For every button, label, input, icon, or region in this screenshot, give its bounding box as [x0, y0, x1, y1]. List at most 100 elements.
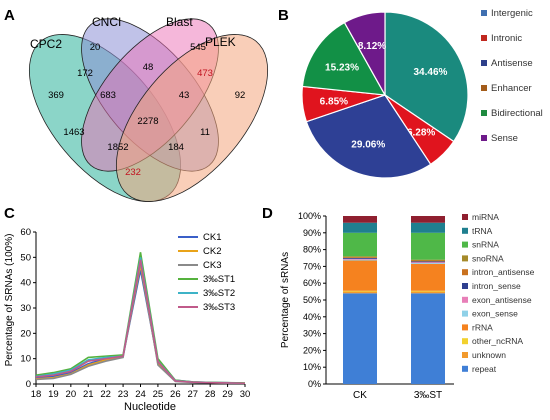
pie-legend-swatch-antisense	[481, 60, 487, 66]
bar-legend-label-unknown: unknown	[472, 350, 506, 360]
pie-label-intergenic: 34.46%	[413, 67, 447, 78]
pie-label-enhancer: 6.85%	[320, 97, 348, 108]
bar-segment-repeat	[411, 293, 445, 384]
line-y-tick-label: 0	[26, 379, 31, 390]
bar-segment-snrna	[343, 232, 377, 257]
bar-segment-rrna	[411, 263, 445, 291]
pie-slice-sense	[343, 11, 386, 98]
pie-slice-antisense	[305, 94, 432, 179]
venn-count-all-four: 2278	[137, 116, 158, 127]
bar-segment-unknown	[343, 291, 377, 294]
pie-legend-label-antisense: Antisense	[491, 58, 533, 69]
line-x-tick-label: 20	[66, 389, 77, 400]
bar-legend-swatch-exon-sense	[462, 310, 468, 317]
bar-legend-label-intron-antisense: intron_antisense	[472, 267, 535, 277]
bar-segment-intron-sense	[411, 261, 445, 263]
venn-count-cpc2-cnci-blast: 683	[100, 90, 116, 101]
venn-diagram: CPC2 CNCI Blast PLEK 369 20 545 92 172 4…	[28, 15, 269, 202]
pie-label-intronic: 6.28%	[407, 128, 435, 139]
pie-legend-swatch-intronic	[481, 35, 487, 41]
bar-y-tick-label: 70%	[303, 261, 321, 271]
line-x-tick-label: 30	[240, 389, 251, 400]
line-x-tick-label: 18	[31, 389, 42, 400]
panel-label-a: A	[4, 7, 15, 24]
bar-segment-mirna	[343, 216, 377, 223]
bar-legend-label-mirna: miRNA	[472, 212, 499, 222]
pie-legend-label-intronic: Intronic	[491, 33, 522, 44]
line-x-tick-label: 24	[135, 389, 146, 400]
venn-set-label-cpc2: CPC2	[30, 37, 62, 51]
venn-set-label-blast: Blast	[166, 15, 193, 29]
panel-label-c: C	[4, 205, 15, 222]
line-legend-label-3-st1: 3‰ST1	[203, 274, 235, 285]
line-legend-label-3-st2: 3‰ST2	[203, 288, 235, 299]
venn-count-cpc2-cnci: 172	[77, 68, 93, 79]
line-x-tick-label: 22	[100, 389, 111, 400]
line-x-tick-label: 27	[187, 389, 198, 400]
panel-label-b: B	[278, 7, 289, 24]
pie-chart: 34.46% 6.28% 29.06% 6.85% 15.23% 8.12%	[301, 11, 469, 179]
line-chart-ylabel: Percentage of SRNAs (100%)	[4, 234, 15, 367]
bar-y-tick-label: 90%	[303, 228, 321, 238]
bar-legend-swatch-unknown	[462, 352, 468, 358]
venn-ellipse-plek	[115, 34, 269, 202]
bar-legend-swatch-repeat	[462, 365, 468, 372]
bar-legend-label-repeat: repeat	[472, 364, 497, 374]
bar-y-tick-label: 80%	[303, 245, 321, 255]
line-x-tick-label: 25	[153, 389, 164, 400]
venn-count-cnci-only: 20	[90, 42, 101, 53]
pie-legend-swatch-intergenic	[481, 10, 487, 16]
bar-legend-swatch-rrna	[462, 324, 468, 331]
pie-label-sense: 8.12%	[358, 41, 386, 52]
venn-count-plek-cnci: 11	[200, 127, 210, 138]
bar-legend-swatch-exon-antisense	[462, 296, 468, 303]
bar-segment-unknown	[411, 291, 445, 294]
bar-legend-label-trna: tRNA	[472, 226, 493, 236]
bar-segment-intron-antisense	[343, 257, 377, 258]
panel-label-d: D	[262, 205, 273, 222]
bar-segment-exon-sense	[343, 259, 377, 261]
bar-legend-label-snrna: snRNA	[472, 240, 499, 250]
bar-legend-label-exon-antisense: exon_antisense	[472, 295, 532, 305]
bar-legend-swatch-intron-sense	[462, 283, 468, 289]
bar-legend-label-intron-sense: intron_sense	[472, 281, 521, 291]
bar-y-tick-label: 20%	[303, 345, 321, 355]
venn-set-label-plek: PLEK	[205, 35, 236, 49]
venn-count-cpc2-plek: 232	[125, 167, 141, 178]
stacked-bar-chart: Percentage of sRNAs 0% 10% 20% 30% 40% 50% 60%…	[280, 211, 535, 401]
pie-legend-swatch-enhancer	[481, 85, 487, 91]
venn-count-blast-plek: 473	[197, 68, 213, 79]
bar-y-tick-label: 30%	[303, 329, 321, 339]
line-y-tick-label: 20	[20, 328, 31, 339]
line-legend-label-ck1: CK1	[203, 232, 221, 243]
bar-y-tick-label: 100%	[298, 211, 321, 221]
bar-legend-label-other-ncrna: other_ncRNA	[472, 336, 523, 346]
venn-count-cnci-blast: 48	[143, 62, 154, 73]
line-chart: Percentage of SRNAs (100%) Nucleotide 01…	[4, 227, 250, 413]
line-x-tick-label: 21	[83, 389, 94, 400]
bar-y-tick-label: 10%	[303, 362, 321, 372]
bar-y-tick-label: 60%	[303, 278, 321, 288]
venn-count-blast-only: 545	[190, 42, 206, 53]
pie-label-bidirectional: 15.23%	[325, 63, 359, 74]
bar-chart-ylabel: Percentage of sRNAs	[280, 252, 291, 348]
bar-legend-swatch-intron-antisense	[462, 269, 468, 276]
bar-segment-intron-antisense	[411, 260, 445, 262]
line-y-tick-label: 50	[20, 252, 31, 263]
line-y-tick-label: 60	[20, 227, 31, 238]
pie-legend-swatch-bidirectional	[481, 110, 487, 116]
bar-segment-mirna	[411, 216, 445, 223]
line-y-tick-label: 40	[20, 278, 31, 289]
bar-legend-swatch-snrna	[462, 241, 468, 248]
bar-legend-label-rrna: rRNA	[472, 322, 493, 332]
bar-legend-label-snorna: snoRNA	[472, 253, 504, 263]
venn-count-cnci-blast-plek: 43	[179, 90, 190, 101]
pie-legend-label-sense: Sense	[491, 133, 518, 144]
bar-segment-exon-antisense	[411, 262, 445, 264]
bar-segment-snorna	[411, 259, 445, 261]
line-series-ck1	[35, 269, 246, 385]
line-legend-label-ck2: CK2	[203, 246, 221, 257]
pie-legend: Intergenic Intronic Antisense Enhancer Bidir…	[481, 8, 543, 144]
pie-legend-label-intergenic: Intergenic	[491, 8, 533, 19]
